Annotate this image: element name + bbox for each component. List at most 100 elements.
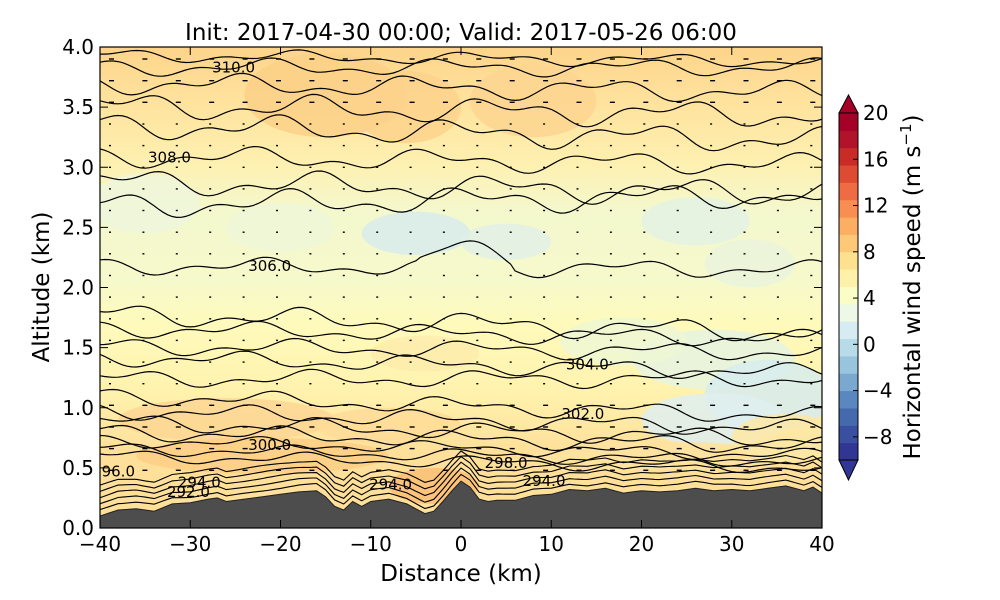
- colorbar-extend-top: [838, 93, 859, 114]
- contour-label: 302.0: [561, 405, 604, 423]
- contour-label: 294.0: [178, 473, 221, 491]
- wind-speed-patch: [118, 398, 335, 442]
- theta-contour: [100, 461, 822, 499]
- y-tick-label: 2.0: [62, 276, 94, 300]
- theta-contour: [100, 183, 822, 219]
- chart-title: Init: 2017-04-30 00:00; Valid: 2017-05-2…: [185, 20, 737, 46]
- colorbar-segment: [839, 269, 858, 287]
- contour-label: 294.0: [369, 476, 412, 494]
- theta-contour: [100, 57, 822, 78]
- theta-contour: [100, 467, 822, 505]
- terrain: [100, 480, 822, 528]
- colorbar-tick-label: −4: [863, 379, 892, 403]
- theta-contour: [100, 145, 822, 175]
- theta-contours: [100, 49, 822, 511]
- theta-contour: [100, 114, 822, 152]
- theta-contour: [100, 434, 822, 461]
- wind-speed-patch: [370, 335, 480, 372]
- colorbar-segment: [839, 321, 858, 340]
- theta-contour: [100, 337, 822, 361]
- wind-speed-patch: [100, 173, 200, 234]
- contour-label: 306.0: [248, 257, 291, 275]
- y-tick-label: 3.0: [62, 155, 94, 179]
- x-tick-label: 20: [629, 532, 654, 556]
- y-tick-label: 1.0: [62, 396, 94, 420]
- theta-contour: [100, 455, 822, 492]
- theta-contour: [100, 424, 822, 453]
- theta-contour: [100, 450, 822, 486]
- x-tick-label: −20: [259, 532, 301, 556]
- contour-label: 296.0: [92, 462, 135, 480]
- theta-contour: [100, 368, 822, 390]
- colorbar-segment: [839, 130, 858, 149]
- colorbar-label: Horizontal wind speed (m s−1): [897, 114, 926, 459]
- contour-label: 308.0: [148, 149, 191, 167]
- theta-contour: [100, 93, 822, 128]
- colorbar-segment: [839, 390, 858, 409]
- plot-area: 310.0 308.0 306.0 304.0 302.0 300.0 298.0 296.0…: [92, 47, 822, 528]
- colorbar-segment: [839, 407, 858, 426]
- wind-speed-patch: [226, 203, 335, 252]
- x-tick-label: −30: [169, 532, 211, 556]
- wind-speed-patch: [352, 71, 461, 144]
- colorbar-segment: [839, 147, 858, 166]
- wind-speed-patch: [361, 211, 471, 256]
- colorbar-segment: [839, 286, 858, 305]
- colorbar-segment: [839, 338, 858, 357]
- y-tick-label: 4.0: [62, 35, 94, 59]
- colorbar-tick-label: 16: [863, 147, 888, 171]
- colorbar-segment: [839, 303, 858, 322]
- contour-label: 304.0: [566, 355, 609, 373]
- y-tick-label: 0.5: [62, 456, 94, 480]
- colorbar-segment: [839, 251, 858, 270]
- x-tick-label: −40: [79, 532, 121, 556]
- wind-speed-patch: [560, 317, 687, 366]
- colorbar-segment: [839, 165, 858, 183]
- theta-contour: [100, 404, 822, 435]
- y-axis-label: Altitude (km): [29, 212, 55, 363]
- y-tick-label: 3.5: [62, 95, 94, 119]
- y-tick-label: 0.0: [62, 516, 94, 540]
- x-tick-label: 0: [455, 532, 468, 556]
- colorbar-segment: [839, 442, 858, 461]
- colorbar-frame: [838, 112, 859, 461]
- wind-vectors: [109, 58, 816, 471]
- colorbar-segment: [839, 373, 858, 392]
- theta-contour: [100, 240, 822, 279]
- theta-contour: [100, 170, 822, 205]
- colorbar-tick-label: 4: [863, 286, 876, 310]
- colorbar-tick-label: −8: [863, 425, 892, 449]
- theta-contour: [100, 473, 822, 511]
- x-tick-label: 40: [809, 532, 834, 556]
- contour-label: 294.0: [523, 472, 566, 490]
- theta-contour: [100, 350, 822, 380]
- theta-contour: [100, 415, 822, 446]
- wind-speed-patch: [316, 407, 461, 444]
- wind-speed-patch: [731, 413, 822, 462]
- y-tick-label: 2.5: [62, 215, 94, 239]
- colorbar-segment: [839, 182, 858, 201]
- colorbar-extend-bottom: [838, 459, 859, 482]
- y-tick-label: 1.5: [62, 336, 94, 360]
- colorbar-segment: [839, 355, 858, 374]
- x-tick-label: 10: [539, 532, 564, 556]
- colorbar-segment: [839, 234, 858, 253]
- x-tick-label: −10: [350, 532, 392, 556]
- theta-contour: [100, 320, 822, 347]
- colorbar-tick-label: 0: [863, 332, 876, 356]
- wind-speed-patch: [641, 197, 750, 246]
- contour-label: 300.0: [248, 436, 291, 454]
- colorbar: −8 −4 0 4 8 12 16 20: [838, 93, 892, 482]
- x-axis: −40 −30 −20 −10 0 10 20 30 40: [79, 47, 835, 556]
- colorbar-segment: [839, 217, 858, 235]
- colorbar-tick-label: 8: [863, 240, 876, 264]
- contour-labels: 310.0 308.0 306.0 304.0 302.0 300.0 298.0 296.0…: [92, 58, 609, 500]
- contour-label: 298.0: [485, 454, 528, 472]
- colorbar-segment: [839, 199, 858, 218]
- colorbar-segment: [839, 425, 858, 444]
- wind-speed-patch: [704, 239, 795, 288]
- theta-contour: [100, 305, 822, 342]
- theta-contour: [100, 72, 822, 103]
- y-axis: 0.0 0.5 1.0 1.5 2.0 2.5 3.0 3.5 4.0: [62, 35, 822, 540]
